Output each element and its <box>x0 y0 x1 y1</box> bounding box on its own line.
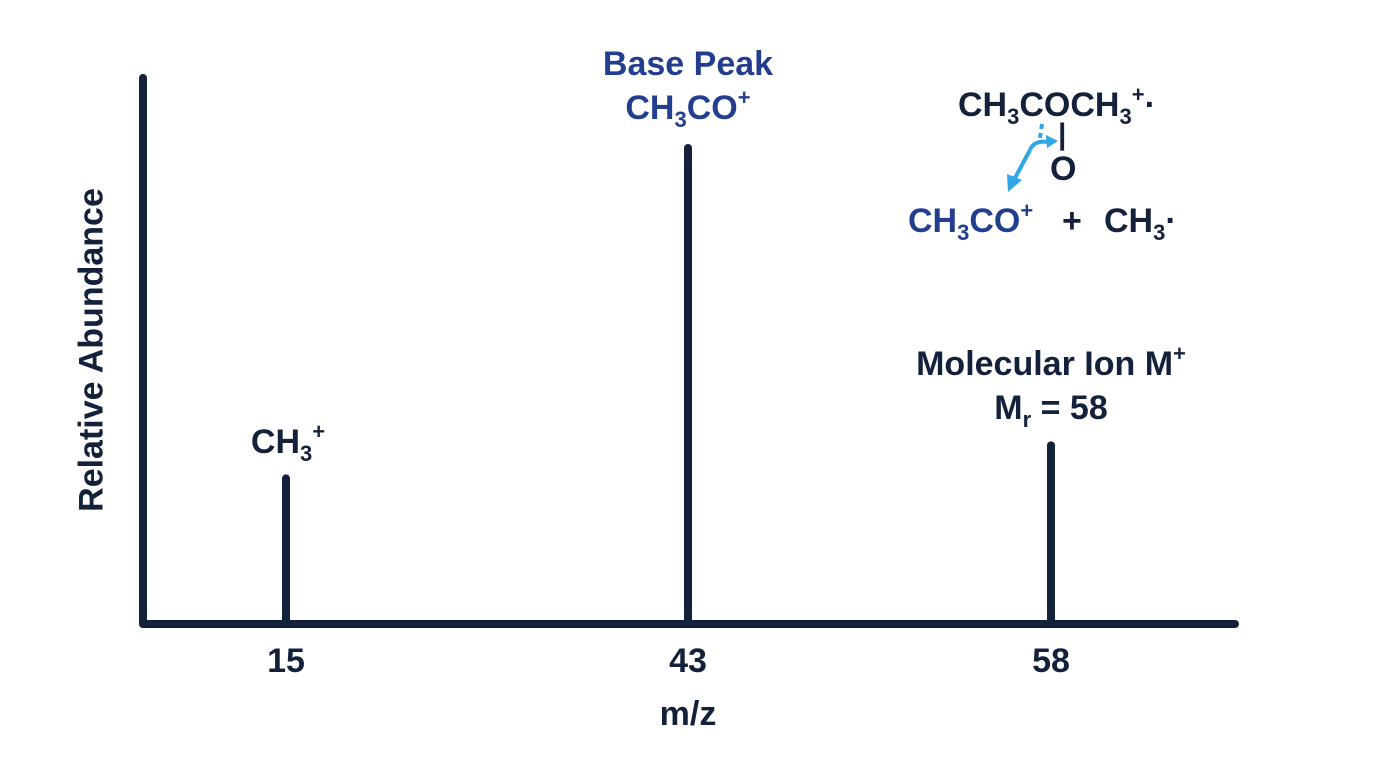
x-axis-label: m/z <box>659 695 717 733</box>
product-methyl-radical-formula: CH3· <box>1104 202 1177 245</box>
fragmentation-arrow <box>1028 139 1049 151</box>
fragmentation-arrow <box>1013 149 1032 179</box>
carbonyl-oxygen: O <box>1050 150 1077 188</box>
parent-ion-formula: CH3COCH3+· <box>958 82 1156 129</box>
carbonyl-bond: | <box>1058 118 1067 151</box>
base-peak-title: Base Peak <box>602 45 774 83</box>
fragmentation-arrow <box>1038 123 1044 139</box>
plus-sign: + <box>1062 202 1082 240</box>
peak-15-label: CH3+ <box>250 419 326 466</box>
base-peak-label: Base Peak CH3CO+ <box>602 42 774 133</box>
product-acylium-formula: CH3CO+ <box>908 198 1034 245</box>
molecular-ion-label: Molecular Ion M+ Mr = 58 <box>916 341 1186 433</box>
arrow-head-icon <box>1046 135 1058 148</box>
x-tick-label: 15 <box>267 642 305 680</box>
x-tick-label: 43 <box>669 642 707 680</box>
molecular-mass: Mr = 58 <box>994 389 1108 433</box>
molecular-ion-title: Molecular Ion M+ <box>916 341 1186 384</box>
y-axis-label: Relative Abundance <box>72 188 111 512</box>
arrow-head-icon <box>1007 174 1022 192</box>
x-tick-label: 58 <box>1032 642 1070 680</box>
base-peak-formula: CH3CO+ <box>625 85 751 133</box>
